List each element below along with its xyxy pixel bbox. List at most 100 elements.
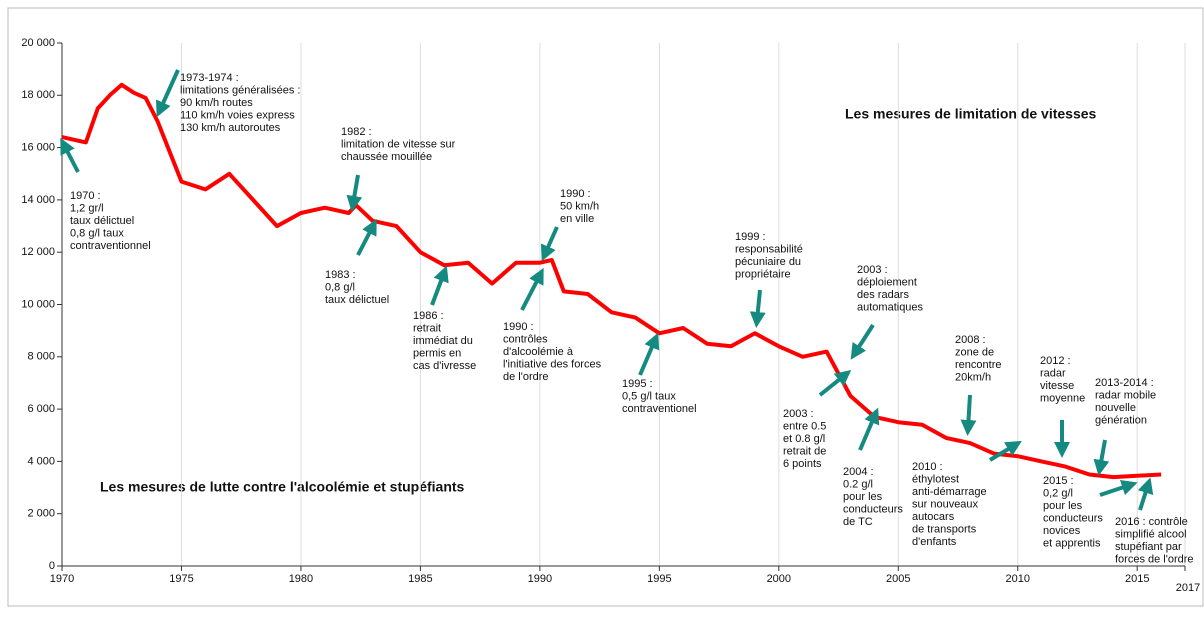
annotation-arrow — [858, 407, 880, 451]
annotation-text: 1999 : — [735, 231, 766, 243]
annotation-text: contraventionel — [622, 403, 697, 415]
annotation-text: 1995 : — [622, 378, 653, 390]
annotation-arrow — [430, 265, 449, 306]
annotation-text: en ville — [560, 213, 594, 225]
annotation-arrow — [1093, 439, 1110, 476]
annotation-text: 2012 : — [1040, 355, 1071, 367]
annotation-text: simplifié alcool — [1115, 528, 1187, 540]
annotation-text: d'enfants — [912, 536, 957, 548]
annotation-text: taux délictuel — [70, 215, 134, 227]
annotation-text: 2016 : contrôle — [1115, 516, 1188, 528]
annotation-text: et 0.8 g/l — [783, 433, 825, 445]
annotation-text: entre 0.5 — [783, 420, 826, 432]
annotation-text: des radars — [857, 289, 909, 301]
annotation-arrow — [850, 323, 875, 360]
annotation-arrow — [1099, 479, 1138, 497]
y-tick-label: 16 000 — [21, 142, 55, 154]
annotation-text: contrôles — [503, 333, 548, 345]
annotation-arrow — [520, 267, 544, 311]
y-tick-label: 14 000 — [21, 194, 55, 206]
annotation-text: permis en — [413, 347, 461, 359]
annotation-text: 0,8 g/l — [325, 281, 355, 293]
annotation-text: de TC — [843, 516, 873, 528]
y-tick-label: 2 000 — [27, 508, 55, 520]
data-line — [61, 82, 1162, 480]
annotation-text: conducteurs — [1043, 512, 1103, 524]
annotation-text: 1983 : — [325, 269, 356, 281]
annotation-text: contraventionnel — [70, 240, 151, 252]
annotation-text: conducteurs — [843, 503, 903, 515]
annotation-text: 0,5 g/l taux — [622, 390, 676, 402]
x-tick-label: 1990 — [528, 573, 552, 585]
annotation-text: 20km/h — [955, 371, 991, 383]
annotation-text: cas d'ivresse — [413, 360, 476, 372]
y-tick-label: 12 000 — [21, 246, 55, 258]
annotation-text: 2008 : — [955, 334, 986, 346]
x-tick-label: 2010 — [1006, 573, 1030, 585]
x-tick-label: 2000 — [767, 573, 791, 585]
annotation-text: de transports — [912, 523, 977, 535]
annotation-text: zone de — [955, 346, 994, 358]
annotation-text: automatiques — [857, 301, 924, 313]
annotation-text: chaussée mouillée — [341, 151, 432, 163]
annotation-text: 2013-2014 : — [1095, 377, 1154, 389]
annotation-text: l'initiative des forces — [503, 358, 602, 370]
annotation-text: pour les — [1043, 500, 1083, 512]
annotation-text: 1990 : — [560, 188, 591, 200]
annotation-text: 50 km/h — [560, 200, 599, 212]
annotation-arrow — [818, 370, 852, 397]
annotation-text: sur nouveaux — [912, 498, 979, 510]
x-tick-label: 1995 — [647, 573, 671, 585]
x-tick-label: 1975 — [169, 573, 193, 585]
annotation-text: 110 km/h voies express — [180, 109, 295, 121]
annotation-text: pour les — [843, 491, 883, 503]
annotation-text: 1990 : — [503, 321, 534, 333]
annotation-arrow — [60, 137, 80, 173]
annotation-text: retrait de — [783, 445, 826, 457]
annotation-text: anti-démarrage — [912, 486, 987, 498]
x-tick-label: 1970 — [50, 573, 74, 585]
annotation-arrow — [749, 289, 766, 328]
annotation-text: nouvelle — [1095, 402, 1136, 414]
annotation-text: déploiement — [857, 276, 917, 288]
annotation-text: taux délictuel — [325, 294, 389, 306]
annotation-text: moyenne — [1040, 392, 1085, 404]
x-tick-label: 2017 — [1176, 582, 1200, 594]
y-tick-label: 10 000 — [21, 298, 55, 310]
annotation-text: 1986 : — [413, 310, 444, 322]
annotation-text: responsabilité — [735, 243, 803, 255]
y-tick-label: 20 000 — [21, 37, 55, 49]
annotation-text: et apprentis — [1043, 537, 1101, 549]
annotation-text: immédiat du — [413, 335, 473, 347]
annotation-text: stupéfiant par — [1115, 541, 1182, 553]
annotation-arrow — [346, 174, 363, 212]
annotation-text: 0,2 g/l — [1043, 487, 1073, 499]
annotation-arrow — [540, 226, 559, 262]
frame — [7, 7, 1204, 607]
annotation-text: autocars — [912, 511, 955, 523]
x-tick-label: 2005 — [886, 573, 910, 585]
annotation-arrow — [155, 69, 180, 118]
heading: Les mesures de limitation de vitesses — [845, 106, 1097, 122]
annotation-text: radar — [1040, 367, 1066, 379]
annotation-text: propriétaire — [735, 268, 791, 280]
annotation-text: 1982 : — [341, 126, 372, 138]
annotation-text: 6 points — [783, 458, 822, 470]
annotation-text: de l'ordre — [503, 371, 549, 383]
y-tick-label: 4 000 — [27, 455, 55, 467]
annotation-text: 2003 : — [783, 408, 814, 420]
annotation-text: 2003 : — [857, 264, 888, 276]
annotation-arrow — [356, 218, 377, 256]
annotation-arrow — [1137, 477, 1154, 511]
annotation-text: pécuniaire du — [735, 256, 801, 268]
annotation-text: 1973-1974 : — [180, 72, 239, 84]
x-tick-label: 2015 — [1125, 573, 1149, 585]
annotation-text: 2010 : — [912, 461, 943, 473]
annotation-text: 2004 : — [843, 466, 874, 478]
annotation-text: forces de l'ordre — [1115, 553, 1194, 565]
annotation-text: 130 km/h autoroutes — [180, 122, 281, 134]
annotation-text: novices — [1043, 525, 1081, 537]
y-tick-label: 0 — [49, 560, 55, 572]
annotation-text: 90 km/h routes — [180, 97, 253, 109]
